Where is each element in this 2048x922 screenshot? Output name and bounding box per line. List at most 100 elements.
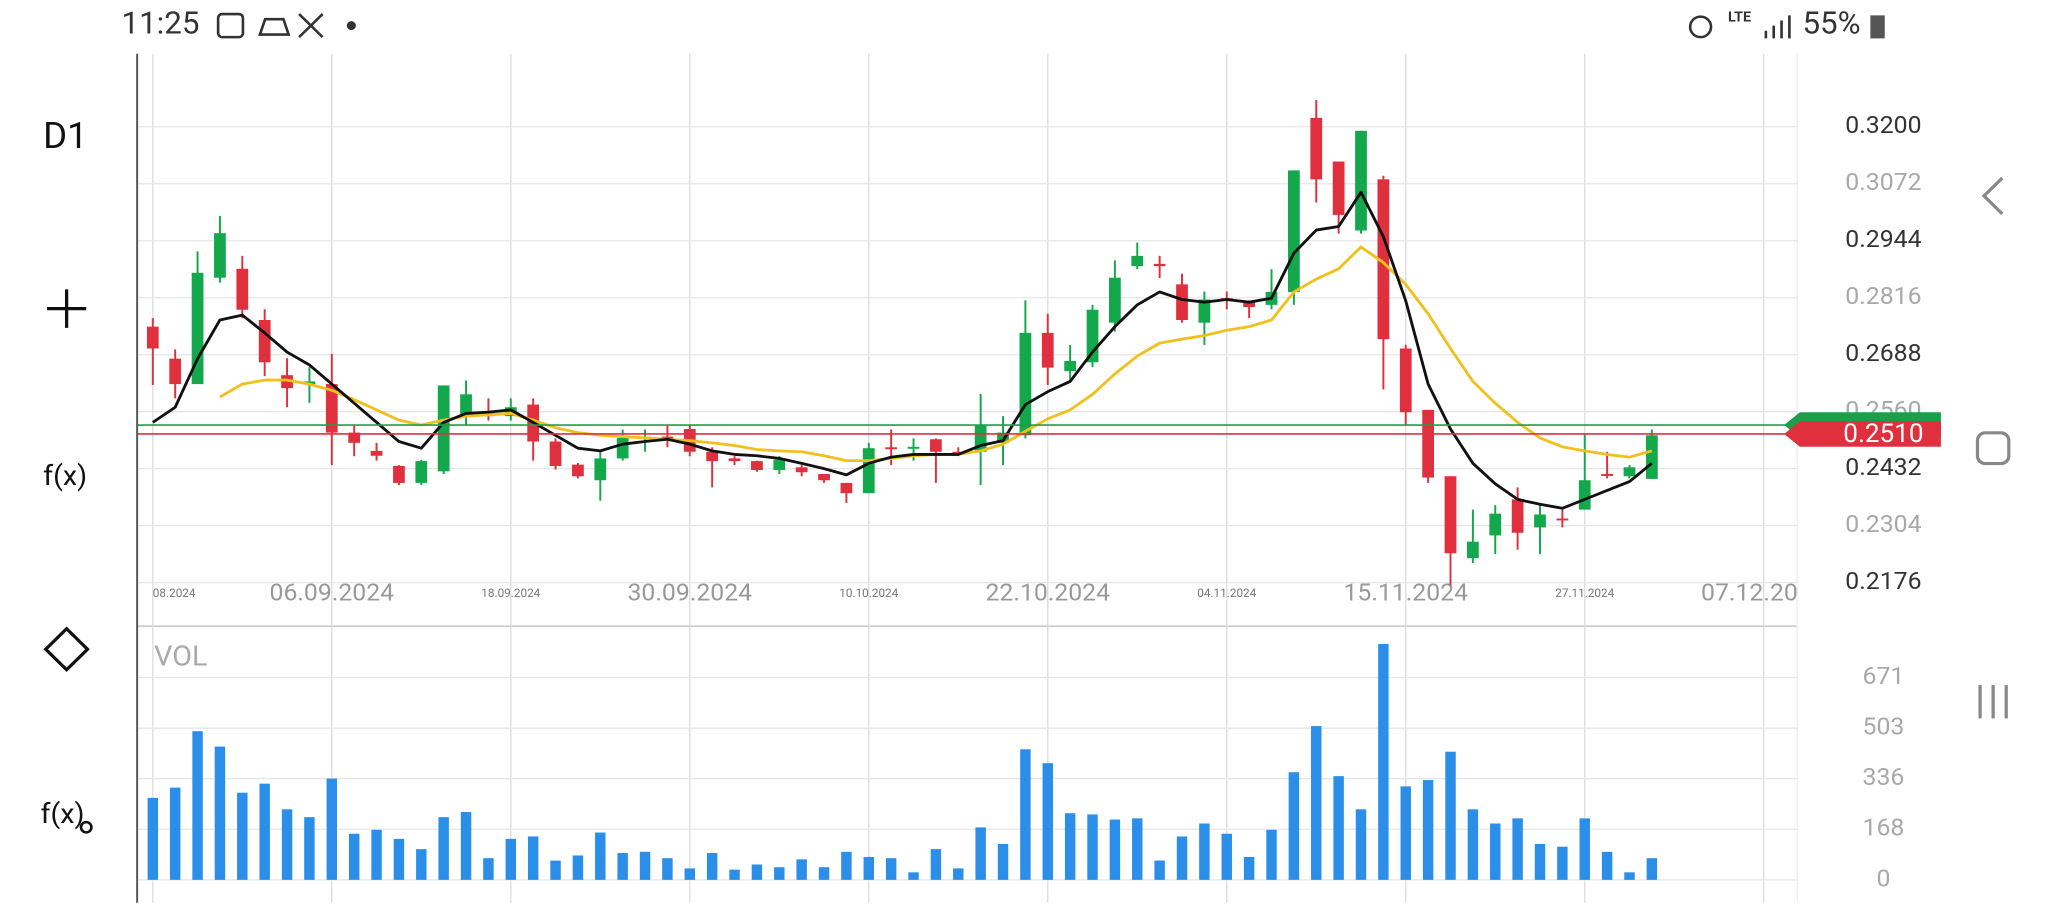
candle-body: [773, 459, 786, 470]
volume-bar: [818, 867, 830, 880]
volume-bar: [438, 817, 449, 880]
candle-body: [1645, 435, 1658, 479]
volume-bar: [1445, 751, 1456, 880]
volume-bar: [483, 858, 494, 880]
volume-bar: [326, 778, 338, 880]
candle-body: [1578, 480, 1591, 510]
timeframe-button[interactable]: D1: [43, 114, 88, 157]
volume-bar: [1490, 823, 1501, 880]
y-tick-label: 671: [1863, 661, 1905, 690]
y-tick-label: 0.2688: [1845, 338, 1921, 367]
candle-body: [1377, 179, 1390, 340]
volume-bar: [908, 872, 919, 880]
y-tick-label: 0.2816: [1845, 281, 1921, 310]
candle-body: [862, 448, 875, 494]
x-tick-label: 10.10.2024: [839, 586, 898, 600]
candle-body: [169, 358, 182, 385]
candle-body: [1623, 467, 1636, 477]
y-tick-label: 0.2944: [1845, 224, 1921, 253]
status-icons: [216, 12, 1885, 39]
candle-body: [549, 441, 562, 466]
plot: 08.2024 06.09.2024 18.09.2024 30.09.2024 10.…: [137, 53, 1941, 903]
volume-bar: [1288, 772, 1300, 880]
candle-body: [348, 432, 361, 443]
drawing-button[interactable]: [43, 626, 90, 672]
candle-body: [1109, 277, 1121, 323]
x-icon: [298, 13, 324, 39]
candle-body: [616, 437, 629, 459]
x-tick-label: 04.11.2024: [1197, 586, 1256, 600]
volume-bar: [1221, 833, 1232, 880]
gallery-icon: [216, 12, 245, 39]
volume-bar: [863, 856, 875, 880]
volume-bar: [169, 787, 181, 880]
y-tick-label: 503: [1863, 712, 1905, 741]
nav-back[interactable]: [1981, 176, 2004, 215]
candle-body: [146, 326, 159, 349]
candle-body: [572, 464, 584, 477]
volume-bar: [1132, 818, 1143, 880]
candle-body: [907, 446, 920, 449]
nav-recent[interactable]: [1978, 685, 2008, 719]
crosshair-button[interactable]: [47, 289, 87, 328]
candle-body: [258, 319, 271, 363]
volume-bar: [1042, 763, 1053, 880]
volume-bar: [281, 809, 293, 880]
volume-bar: [1579, 818, 1590, 880]
volume-bar: [192, 731, 203, 880]
volume-bar: [1534, 843, 1546, 880]
candle-body: [1131, 255, 1144, 267]
dot-icon: [346, 21, 356, 31]
candle-body: [504, 407, 517, 417]
volume-bar: [1400, 786, 1411, 880]
x-tick-label: 18.09.2024: [481, 586, 540, 600]
volume-bar: [1087, 814, 1098, 880]
volume-bar: [1467, 809, 1479, 880]
y-tick-label: 0.2304: [1845, 509, 1921, 538]
volume-bar: [147, 797, 159, 880]
volume-bar: [1557, 846, 1568, 880]
candle-body: [1086, 309, 1099, 363]
sub-indicator-button[interactable]: f(x): [40, 797, 84, 830]
volume-bar: [617, 853, 628, 880]
volume-bar: [975, 827, 986, 880]
volume-bar: [751, 864, 763, 880]
candle-body: [1444, 476, 1457, 554]
volume-bar: [997, 843, 1009, 880]
candle-body: [930, 439, 942, 452]
y-tick-label: 168: [1863, 813, 1905, 842]
nav-home[interactable]: [1975, 431, 2011, 466]
volume-bar: [662, 858, 673, 880]
candle-body: [751, 461, 763, 470]
volume-bar: [796, 859, 807, 880]
volume-bar: [729, 869, 740, 880]
volume-bar: [1020, 749, 1031, 880]
x-tick-label: 08.2024: [153, 586, 196, 600]
volume-bar: [1243, 856, 1255, 880]
volume-bar: [1311, 726, 1322, 880]
volume-bar: [930, 849, 942, 880]
volume-title: VOL: [154, 640, 207, 673]
candle-body: [1534, 514, 1546, 528]
candle-body: [415, 461, 428, 483]
candle-body: [952, 451, 965, 454]
candle-body: [706, 451, 719, 462]
candle-body: [325, 384, 338, 433]
candle-body: [818, 474, 830, 481]
volume-bar: [348, 833, 360, 880]
volume-bar: [1646, 858, 1658, 880]
indicator-button[interactable]: f(x): [43, 459, 87, 492]
candle-body: [281, 375, 293, 389]
y-tick-label: 0.3200: [1845, 110, 1921, 139]
volume-bar: [550, 860, 561, 880]
candle-body: [728, 458, 741, 462]
candle-body: [1176, 284, 1188, 320]
volume-bar: [572, 855, 584, 880]
volume-bar: [706, 853, 718, 880]
candle-body: [1399, 348, 1412, 413]
candle-body: [1422, 409, 1435, 478]
candle-body: [1489, 513, 1502, 536]
x-tick-label: 27.11.2024: [1555, 586, 1614, 600]
status-time: 11:25: [121, 5, 199, 42]
candle-body: [1355, 130, 1367, 231]
